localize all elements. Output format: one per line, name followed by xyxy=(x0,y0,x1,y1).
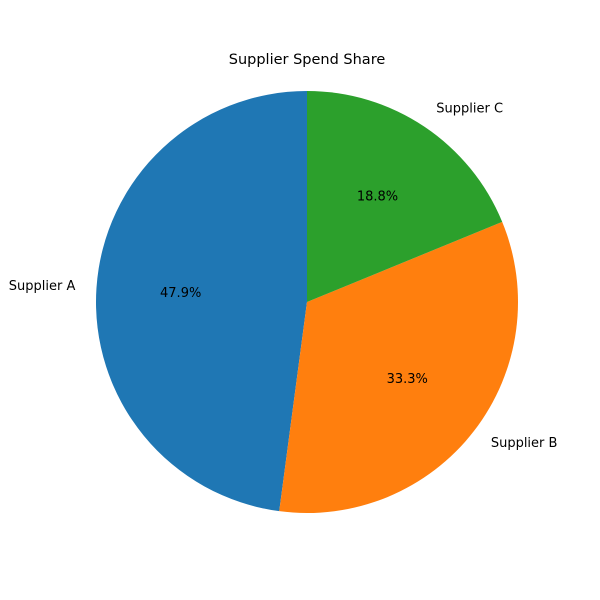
slice-label-supplier-b: Supplier B xyxy=(491,436,558,451)
pct-label-supplier-b: 33.3% xyxy=(387,372,428,387)
pie-slice-supplier-b xyxy=(279,221,518,513)
chart-title: Supplier Spend Share xyxy=(229,52,386,68)
pie-slice-supplier-a xyxy=(95,91,307,512)
slice-label-supplier-a: Supplier A xyxy=(9,279,76,294)
pct-label-supplier-a: 47.9% xyxy=(160,286,201,301)
pie-labels: 47.9% Supplier A 33.3% Supplier B 18.8% Suppl… xyxy=(9,102,558,451)
pie-slices xyxy=(95,91,518,513)
pie-slice-supplier-c xyxy=(307,91,503,302)
pct-label-supplier-c: 18.8% xyxy=(357,189,398,204)
slice-label-supplier-c: Supplier C xyxy=(436,102,503,117)
